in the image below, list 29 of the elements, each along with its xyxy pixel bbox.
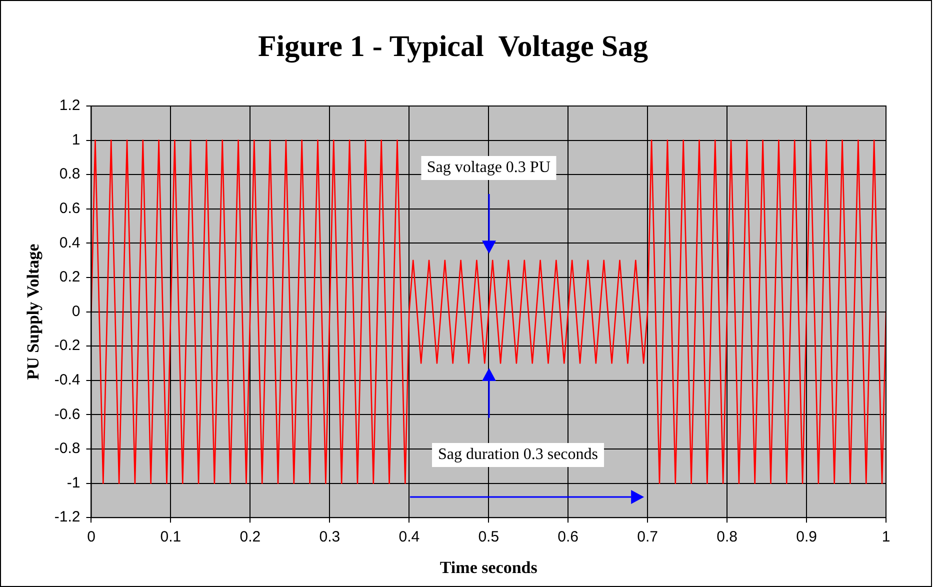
x-tick-label: 0.2 — [240, 528, 261, 546]
y-tick-label: -0.6 — [54, 406, 80, 423]
y-tick-label: -0.2 — [54, 337, 80, 354]
x-tick-label: 0.9 — [796, 528, 817, 546]
annotation: Sag voltage 0.3 PU — [420, 156, 556, 180]
chart-title: Figure 1 - Typical Voltage Sag — [258, 30, 648, 63]
y-tick-label: -0.8 — [54, 440, 80, 458]
x-tick-label: 0.5 — [478, 528, 500, 546]
y-tick-label: 0.6 — [59, 200, 80, 218]
y-tick-label: -0.4 — [54, 372, 80, 389]
x-tick-label: 0.4 — [398, 528, 420, 546]
y-tick-label: 0 — [72, 302, 80, 320]
x-tick-label: 0.1 — [160, 528, 182, 546]
annotation: Sag duration 0.3 seconds — [432, 443, 604, 468]
y-tick-label: -1 — [66, 474, 80, 492]
y-tick-label: 0.4 — [59, 234, 80, 252]
y-tick-label: -1.2 — [54, 508, 80, 526]
x-axis-title: Time seconds — [440, 558, 538, 578]
x-tick-label: 0.3 — [319, 528, 340, 546]
y-tick-label: 0.2 — [59, 268, 80, 286]
x-tick-label: 0 — [87, 528, 96, 546]
x-tick-label: 0.6 — [558, 528, 579, 546]
y-tick-label: 1.2 — [59, 97, 80, 114]
x-tick-label: 1 — [882, 528, 890, 546]
y-axis-title: PU Supply Voltage — [24, 243, 43, 380]
y-tick-label: 0.8 — [59, 166, 80, 183]
y-tick-label: 1 — [72, 131, 80, 148]
x-tick-label: 0.8 — [716, 528, 738, 546]
x-tick-label: 0.7 — [637, 528, 658, 546]
